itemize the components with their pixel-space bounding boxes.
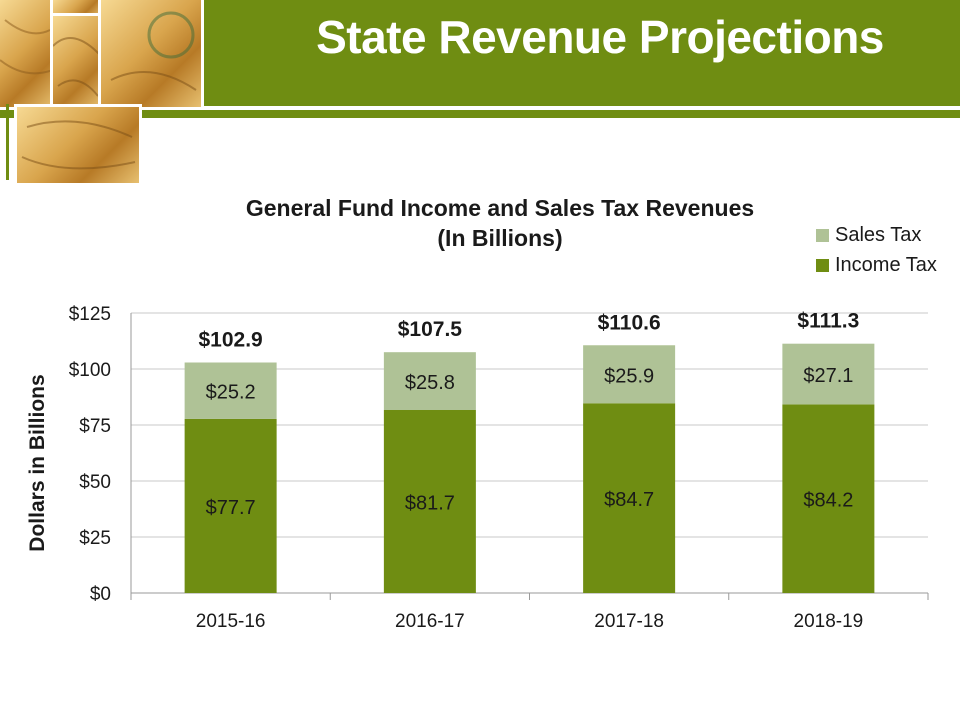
- bar-sales-tax: [782, 343, 875, 405]
- data-label-total: $107.5: [398, 318, 463, 341]
- legend-item-income-tax: Income Tax: [816, 250, 937, 280]
- data-label-income-tax: $77.7: [206, 497, 256, 519]
- legend-swatch-sales-tax: [816, 228, 829, 242]
- frame-divider: [6, 104, 9, 180]
- money-photo-tile: [14, 104, 142, 186]
- x-tick-label: 2017-18: [594, 611, 664, 632]
- bar-sales-tax: [583, 345, 676, 404]
- data-label-sales-tax: $25.2: [206, 382, 256, 404]
- bar-income-tax: [583, 403, 676, 593]
- money-photo-tile: [98, 0, 204, 110]
- data-label-income-tax: $84.2: [803, 490, 853, 512]
- bar-sales-tax: [184, 362, 277, 419]
- x-tick-label: 2018-19: [794, 611, 864, 632]
- slide-title: State Revenue Projections: [316, 11, 884, 63]
- chart-title: General Fund Income and Sales Tax Revenu…: [170, 193, 830, 253]
- money-photo-tile: [50, 13, 104, 110]
- data-label-income-tax: $84.7: [604, 489, 654, 511]
- chart-title-line-1: General Fund Income and Sales Tax Revenu…: [245, 195, 755, 221]
- chart-title-line-2: (In Billions): [437, 225, 563, 251]
- header-underline: [0, 110, 960, 118]
- bar-sales-tax: [383, 352, 476, 410]
- chart-legend: Sales Tax Income Tax: [816, 220, 937, 280]
- data-label-sales-tax: $25.8: [405, 372, 455, 394]
- legend-label-income-tax: Income Tax: [835, 253, 937, 276]
- y-tick-label: $25: [79, 528, 111, 549]
- data-label-sales-tax: $27.1: [803, 365, 853, 387]
- data-label-income-tax: $81.7: [405, 492, 455, 514]
- y-tick-label: $125: [69, 304, 111, 325]
- data-label-total: $102.9: [199, 329, 263, 352]
- y-tick-label: $0: [90, 584, 111, 605]
- x-tick-label: 2016-17: [395, 611, 465, 632]
- bar-income-tax: [782, 404, 875, 593]
- data-label-total: $111.3: [797, 310, 859, 333]
- bar-income-tax: [184, 418, 277, 593]
- y-tick-label: $100: [69, 360, 111, 381]
- x-tick-label: 2015-16: [196, 611, 266, 632]
- legend-item-sales-tax: Sales Tax: [816, 220, 937, 250]
- y-tick-label: $75: [79, 416, 111, 437]
- data-label-total: $110.6: [598, 311, 661, 334]
- legend-label-sales-tax: Sales Tax: [835, 223, 922, 246]
- y-tick-label: $50: [79, 472, 111, 493]
- legend-swatch-income-tax: [816, 258, 829, 272]
- data-label-sales-tax: $25.9: [604, 365, 654, 387]
- bar-income-tax: [383, 409, 476, 593]
